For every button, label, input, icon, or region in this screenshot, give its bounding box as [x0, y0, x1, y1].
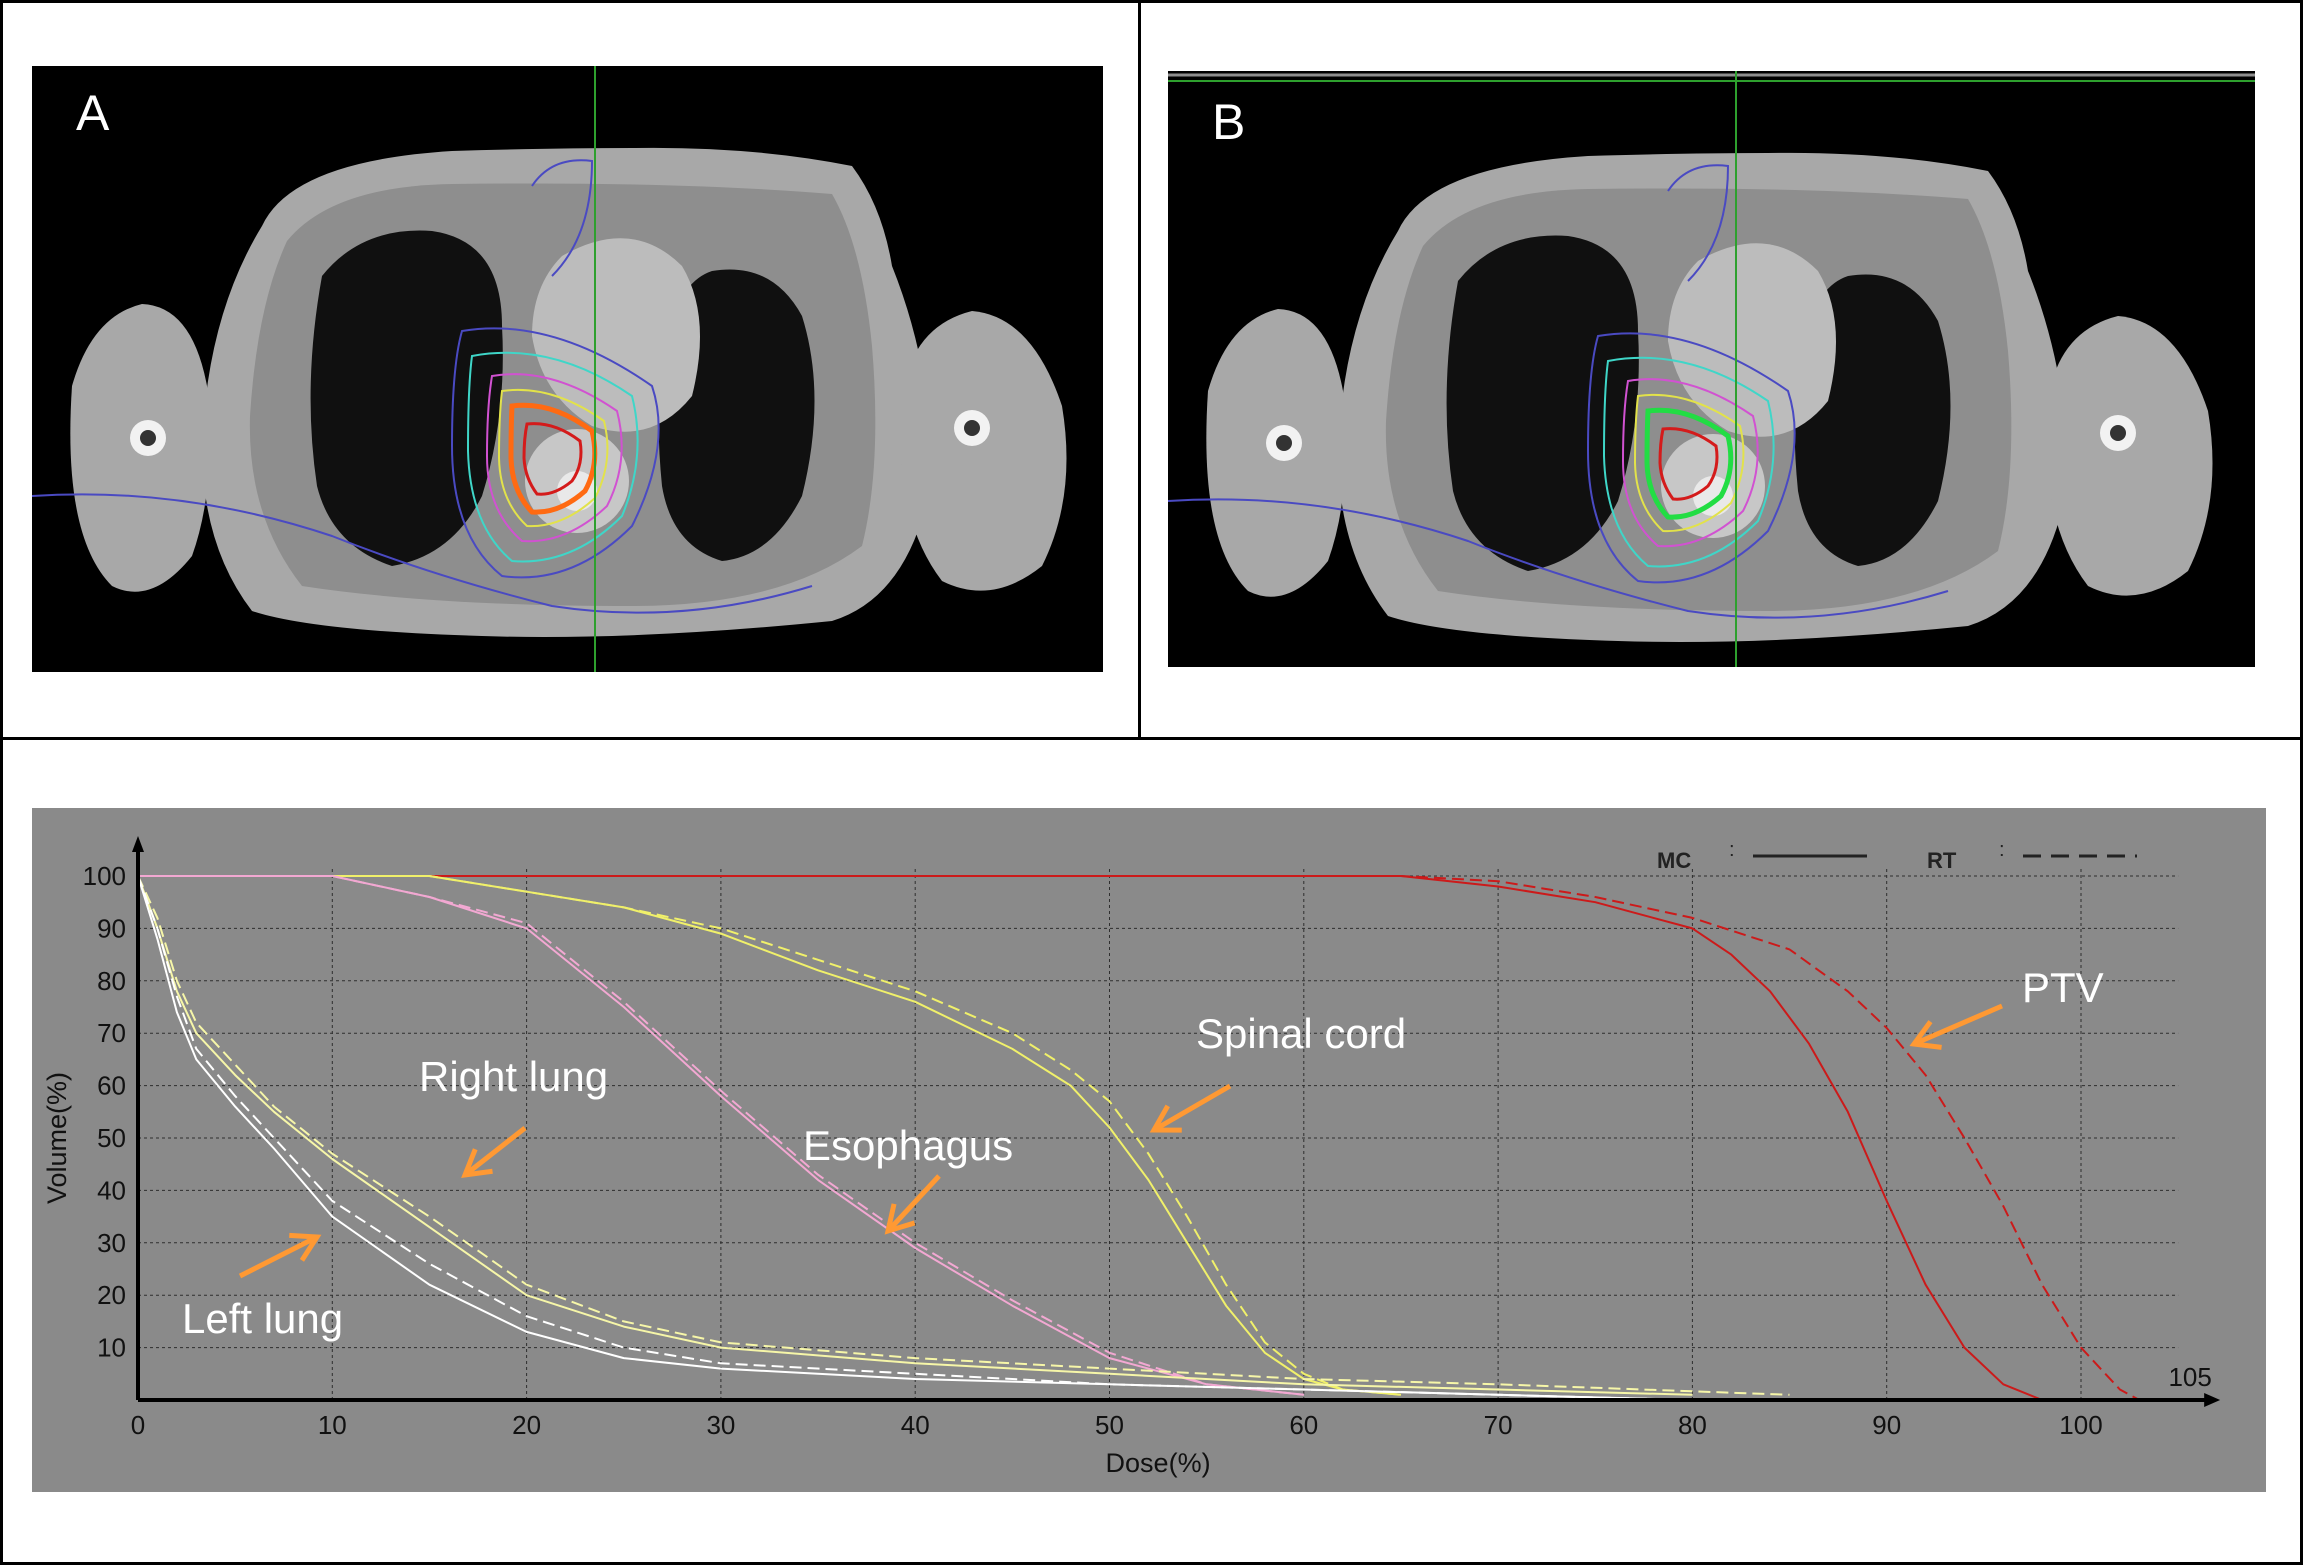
- arrow-left-lung: [238, 1234, 319, 1279]
- x-tick-label: 10: [318, 1410, 347, 1440]
- x-tick-label: 40: [901, 1410, 930, 1440]
- y-tick-label: 20: [97, 1280, 126, 1310]
- x-axis-end-label: 105: [2168, 1362, 2211, 1392]
- dvh-line-ptv-mc: [138, 875, 2043, 1401]
- x-tick-label: 90: [1872, 1410, 1901, 1440]
- x-tick-label: 70: [1484, 1410, 1513, 1440]
- y-tick-label: 60: [97, 1071, 126, 1101]
- legend-label-mc: MC: [1657, 848, 1691, 873]
- y-tick-label: 80: [97, 966, 126, 996]
- y-tick-label: 10: [97, 1333, 126, 1363]
- ct-anatomy-a: [70, 147, 1067, 637]
- annotations: Right lung Left lung Esophagus Spinal cord P…: [182, 964, 2104, 1342]
- x-tick-label: 30: [706, 1410, 735, 1440]
- x-axis-title: Dose(%): [1106, 1448, 1211, 1478]
- y-tick-label: 100: [83, 861, 126, 891]
- legend-label-rt: RT: [1927, 848, 1957, 873]
- x-tick-label: 100: [2059, 1410, 2102, 1440]
- dvh-line-left-lung-rt: [137, 875, 1693, 1401]
- arrowhead-spinal-cord: [1149, 1104, 1182, 1133]
- ct-anatomy-b: [1206, 152, 2213, 642]
- x-tick-label: 20: [512, 1410, 541, 1440]
- ct-image-a: A: [32, 66, 1103, 672]
- annotation-ptv: PTV: [2022, 964, 2104, 1011]
- arrow-right-lung: [463, 1126, 527, 1177]
- annotation-spinal-cord: Spinal cord: [1196, 1010, 1406, 1057]
- annotation-esophagus: Esophagus: [803, 1122, 1013, 1169]
- arrowhead-esophagus: [884, 1203, 916, 1235]
- y-tick-label: 70: [97, 1018, 126, 1048]
- series-lines: [137, 875, 2140, 1401]
- dvh-chart: 0 10 20 30 40 50 60 70 80 90 100 10 20 30 40 50 60 70 80 90…: [32, 808, 2266, 1492]
- isodose-lines-a: [32, 159, 813, 614]
- y-tick-label: 30: [97, 1228, 126, 1258]
- annotation-left-lung: Left lung: [182, 1295, 343, 1342]
- arrow-esophagus: [886, 1174, 941, 1233]
- dvh-plot: 0 10 20 30 40 50 60 70 80 90 100 10 20 30 40 50 60 70 80 90…: [42, 836, 2221, 1478]
- dvh-line-esophagus-rt: [138, 875, 1304, 1396]
- y-tick-label: 40: [97, 1175, 126, 1205]
- panel-label-b: B: [1212, 94, 1246, 150]
- x-tick-label: 60: [1289, 1410, 1318, 1440]
- arrow-ptv: [1913, 1003, 2003, 1047]
- isodose-lines-b: [1168, 164, 1949, 619]
- y-axis-title: Volume(%): [42, 1072, 72, 1204]
- legend-separator: :: [1999, 839, 2005, 861]
- dvh-line-spinal-cord-rt: [138, 875, 1402, 1396]
- dvh-line-right-lung-rt: [137, 875, 1790, 1396]
- ct-image-b: B: [1168, 71, 2255, 667]
- arrow-spinal-cord: [1152, 1083, 1232, 1133]
- dvh-line-ptv-rt: [138, 875, 2140, 1401]
- legend: MC: RT:: [1657, 839, 2137, 873]
- y-tick-label: 50: [97, 1123, 126, 1153]
- x-tick-label: 80: [1678, 1410, 1707, 1440]
- x-tick-label: 50: [1095, 1410, 1124, 1440]
- y-tick-label: 90: [97, 913, 126, 943]
- grid: [138, 866, 2179, 1400]
- axes: 0 10 20 30 40 50 60 70 80 90 100 10 20 30 40 50 60 70 80 90…: [42, 836, 2221, 1478]
- arrowhead-left-lung: [289, 1232, 322, 1262]
- arrowhead-ptv: [1909, 1020, 1942, 1050]
- annotation-right-lung: Right lung: [419, 1053, 608, 1100]
- dvh-line-right-lung-mc: [137, 875, 1693, 1396]
- legend-separator: :: [1729, 839, 1735, 861]
- ct-scan-b: [1168, 71, 2255, 667]
- ct-scan-a: [32, 66, 1067, 672]
- panel-label-a: A: [76, 85, 110, 141]
- x-axis-arrow: [2204, 1393, 2221, 1407]
- arrowhead-right-lung: [461, 1148, 493, 1179]
- y-axis-arrow: [132, 836, 144, 852]
- x-tick-label: 0: [131, 1410, 145, 1440]
